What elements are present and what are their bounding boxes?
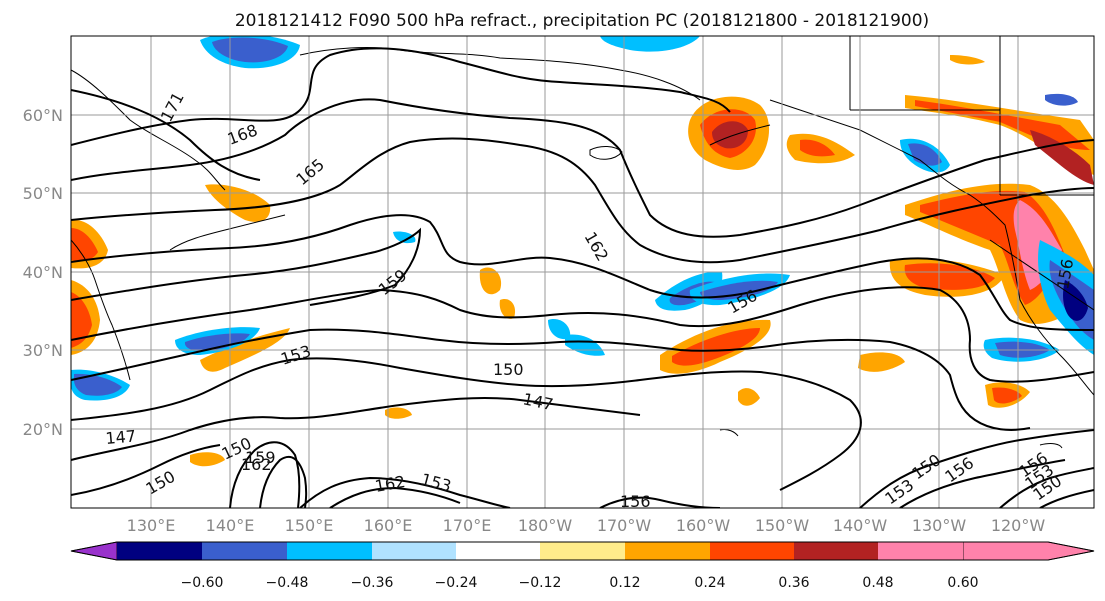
figure-title: 2018121412 F090 500 hPa refract., precip… <box>235 11 929 31</box>
lon-label: 150°E <box>285 516 334 535</box>
colorbar-tick-label: −0.36 <box>351 575 394 591</box>
lat-label-60n: 60°N <box>23 106 63 125</box>
colorbar-tick-label: 0.12 <box>609 575 640 591</box>
contour-label: 156 <box>620 492 651 511</box>
colorbar-segment <box>202 542 287 560</box>
lon-label: 120°W <box>991 516 1046 535</box>
map-frame: 171 168 165 162 159 156 153 150 147 150 … <box>70 35 1095 511</box>
lat-label-30n: 30°N <box>23 341 63 360</box>
colorbar-segment <box>625 542 710 560</box>
colorbar-tick-label: −0.48 <box>266 575 309 591</box>
colorbar-segment <box>117 542 202 560</box>
lon-label: 180°W <box>518 516 573 535</box>
colorbar-segment <box>710 542 794 560</box>
longitude-labels: 130°E 140°E 150°E 160°E 170°E 180°W 170°… <box>127 516 1046 535</box>
lon-label: 160°E <box>364 516 413 535</box>
lon-label: 170°W <box>597 516 652 535</box>
colorbar-tick-label: −0.60 <box>181 575 224 591</box>
height-contours <box>71 47 1094 508</box>
colorbar-segment <box>540 542 625 560</box>
colorbar-extend-left <box>70 541 118 561</box>
lon-label: 130°E <box>127 516 176 535</box>
lon-label: 150°W <box>755 516 810 535</box>
lon-label: 140°E <box>206 516 255 535</box>
colorbar-tick-label: −0.24 <box>435 575 478 591</box>
lon-label: 170°E <box>443 516 492 535</box>
colorbar-tick-label: 0.24 <box>694 575 725 591</box>
colorbar-segment <box>287 542 372 560</box>
colorbar-tick-label: −0.12 <box>519 575 562 591</box>
colorbar-tick-label: 0.60 <box>947 575 978 591</box>
contour-label: 150 <box>493 360 524 379</box>
colorbar-segment <box>878 542 963 560</box>
contour-label: 162 <box>241 455 272 474</box>
colorbar-tick-label: 0.36 <box>778 575 809 591</box>
colorbar-segment <box>794 542 878 560</box>
lon-label: 160°W <box>676 516 731 535</box>
colorbar-tick-label: 0.48 <box>862 575 893 591</box>
colorbar-segment <box>372 542 456 560</box>
lat-label-20n: 20°N <box>23 420 63 439</box>
lat-label-40n: 40°N <box>23 263 63 282</box>
colorbar: −0.60 −0.48 −0.36 −0.24 −0.12 0.12 0.24 … <box>70 541 1095 591</box>
lon-label: 130°W <box>912 516 967 535</box>
colorbar-segment <box>456 542 540 560</box>
latitude-labels: 60°N 50°N 40°N 30°N 20°N <box>23 106 63 439</box>
lat-label-50n: 50°N <box>23 184 63 203</box>
colorbar-extend-right <box>962 541 1095 561</box>
contour-label: 159 <box>245 448 276 467</box>
lon-label: 140°W <box>833 516 888 535</box>
contour-label: 147 <box>105 426 137 448</box>
